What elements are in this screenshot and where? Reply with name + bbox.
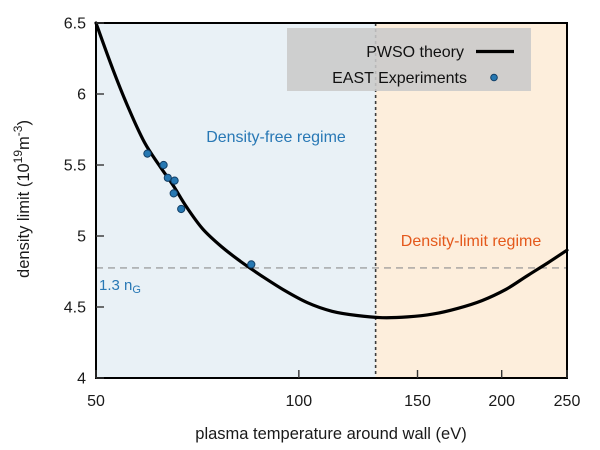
experiment-point xyxy=(169,189,178,198)
x-tick-label: 150 xyxy=(404,393,431,410)
experiment-points-layer xyxy=(143,149,256,269)
legend-entry-theory-label: PWSO theory xyxy=(366,44,464,61)
legend-entry-experiments-label: EAST Experiments xyxy=(332,70,467,87)
theory-curve-layer xyxy=(94,21,569,320)
y-tick-label: 4 xyxy=(77,371,86,388)
legend-dot-sample-icon xyxy=(490,73,498,82)
experiment-point xyxy=(159,160,168,170)
x-tick-label: 100 xyxy=(285,393,312,410)
y-axis-label: density limit (1019m-3) xyxy=(11,120,33,278)
y-tick-label: 4.5 xyxy=(64,300,86,317)
y-axis-label-part: 19 xyxy=(11,150,25,164)
plot-border xyxy=(95,22,568,379)
y-axis-label-part: -3 xyxy=(11,125,25,136)
x-tick-label: 200 xyxy=(488,393,515,410)
y-tick-label: 6.5 xyxy=(64,16,86,33)
experiment-point xyxy=(247,260,256,269)
density-limit-regime-label: Density-limit regime xyxy=(401,233,542,250)
y-axis-label-part: m xyxy=(15,136,33,150)
experiment-point xyxy=(177,204,186,214)
legend-background xyxy=(287,28,531,91)
tick-labels-layer: 50 100 150 200 250 4 4.5 5 5.5 6 6.5 xyxy=(64,16,581,411)
legend: PWSO theory EAST Experiments xyxy=(287,28,531,91)
axes-layer xyxy=(95,22,568,379)
y-tick-label: 6 xyxy=(77,87,86,104)
y-tick-label: 5 xyxy=(77,229,86,246)
x-tick-label: 250 xyxy=(554,393,581,410)
experiment-point xyxy=(163,173,172,182)
x-axis-label: plasma temperature around wall (eV) xyxy=(195,425,466,443)
theory-curve xyxy=(94,21,569,320)
density-free-regime-label: Density-free regime xyxy=(206,129,346,146)
experiment-point xyxy=(170,176,179,185)
y-axis-label-part: density limit (10 xyxy=(15,163,33,278)
y-axis-label-part: ) xyxy=(15,120,33,126)
greenwald-density-label: 1.3 nG xyxy=(99,277,141,296)
x-tick-label: 50 xyxy=(87,393,105,410)
y-tick-label: 5.5 xyxy=(64,158,86,175)
experiment-point xyxy=(143,149,152,158)
